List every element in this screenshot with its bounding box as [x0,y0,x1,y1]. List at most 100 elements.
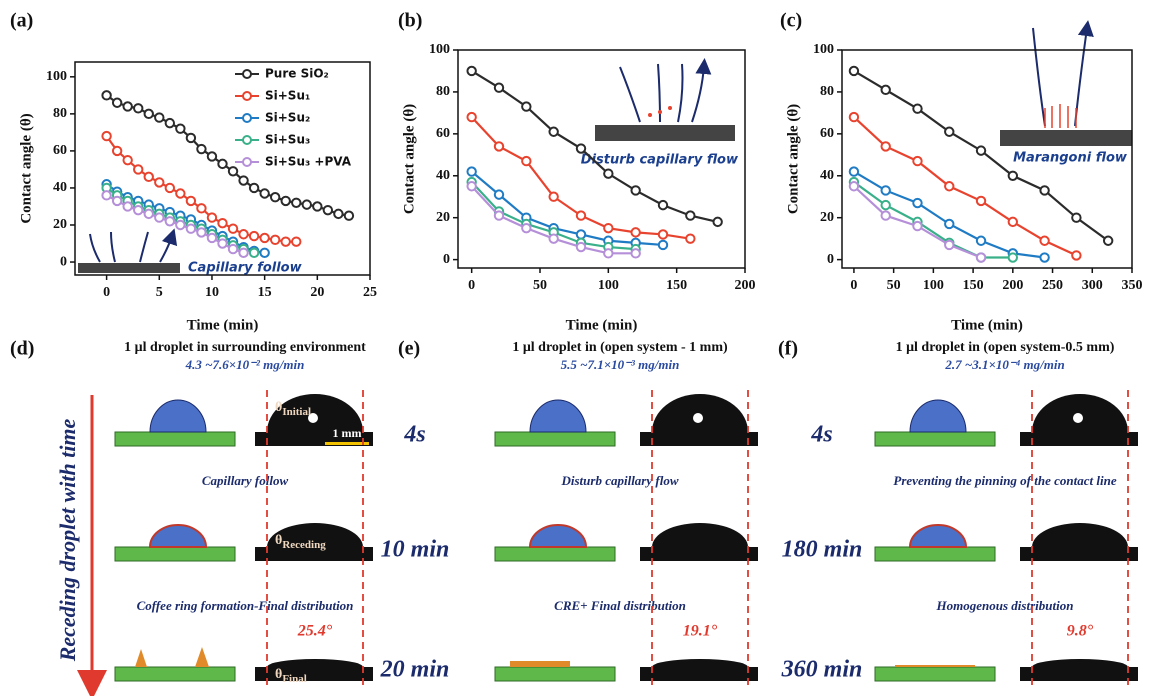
y-tick-label: 60 [436,126,450,141]
reflection [693,413,703,423]
data-point [630,227,641,238]
reflection [1073,413,1083,423]
x-tick-label: 10 [205,285,219,300]
data-point [603,248,614,259]
legend-marker [242,157,252,167]
theta-label: θInitial [275,400,311,417]
data-point [548,126,559,137]
legend-label: Si+Su₁ [265,89,310,103]
y-tick-label: 20 [820,210,834,225]
data-point [944,126,955,137]
data-point [101,130,112,142]
data-point [685,233,696,244]
x-tick-label: 150 [963,278,984,293]
data-point [196,203,207,214]
legend-marker [242,69,252,79]
data-point [521,155,532,167]
stage-caption: Capillary follow [202,473,289,488]
inset-c [1000,28,1132,146]
data-point [248,182,260,194]
panel-title: 1 μl droplet in (open system-0.5 mm) [896,340,1115,355]
data-point [238,247,249,258]
data-point [196,227,207,238]
data-point [248,230,260,242]
final-angle: 9.8° [1067,623,1094,640]
y-tick-label: 0 [60,254,67,269]
data-point [143,108,154,120]
data-point [912,155,923,167]
inset-a [78,232,180,273]
time-label: 180 min [782,537,863,563]
data-point [1007,216,1019,228]
droplet [908,524,968,548]
substrate [114,546,236,562]
data-point [944,218,955,230]
annotation: Marangoni flow [1013,151,1128,166]
data-point [206,151,218,162]
photo-droplet [652,659,748,667]
data-point [1039,235,1050,246]
y-tick-label: 80 [820,84,834,99]
y-tick-label: 0 [443,252,450,267]
substrate [874,666,996,682]
inset-b [595,64,735,141]
data-point [575,210,587,221]
y-tick-label: 40 [436,168,450,183]
data-point [657,199,669,211]
time-label: 4s [810,422,832,448]
data-point [175,219,186,231]
data-point [575,241,587,253]
data-point [975,145,987,156]
data-point [712,216,723,228]
substrate [494,666,616,682]
data-point [493,82,505,93]
stage-caption: Coffee ring formation-Final distribution [137,598,354,613]
photo-droplet [1032,394,1128,432]
data-point [175,123,186,134]
data-point [466,65,477,77]
data-point [154,212,165,223]
x-tick-label: 200 [735,278,756,293]
data-point [227,223,239,234]
substrate [874,546,996,562]
rate-label: 5.5 ~7.1×10⁻³ mg/min [561,357,680,372]
y-axis-label: Contact angle (θ) [18,113,34,223]
data-point [101,190,112,201]
droplet [149,399,207,433]
data-point [154,112,165,123]
data-point [1007,170,1019,181]
theta-subscript: Receding [282,539,326,551]
photo [1020,667,1138,681]
data-point [944,239,955,251]
data-point [206,232,218,244]
y-tick-label: 20 [436,210,450,225]
time-label: 4s [403,422,425,448]
data-point [238,229,249,240]
data-point [880,84,891,96]
x-tick-label: 150 [666,278,687,293]
data-point [603,222,614,234]
x-tick-label: 5 [156,285,163,300]
data-point [575,229,587,240]
data-point [880,185,891,196]
photo-droplet [652,394,748,432]
x-axis-label: Time (min) [187,317,259,333]
data-point [493,189,505,200]
final-angle: 19.1° [683,623,718,640]
data-point [603,168,614,179]
y-tick-label: 60 [53,143,67,158]
data-point [657,229,669,240]
data-point [164,117,176,129]
series-line [471,70,718,223]
data-point [312,201,323,212]
legend-marker [242,113,252,123]
theta-label: θFinal [275,667,307,684]
data-point [143,171,154,183]
x-tick-label: 20 [310,285,324,300]
rate-label: 4.3 ~7.6×10⁻² mg/min [185,357,305,372]
deposit [135,647,209,667]
data-point [1039,185,1050,196]
data-point [880,141,891,152]
panel-label: (b) [398,10,422,32]
data-point [1071,250,1082,261]
